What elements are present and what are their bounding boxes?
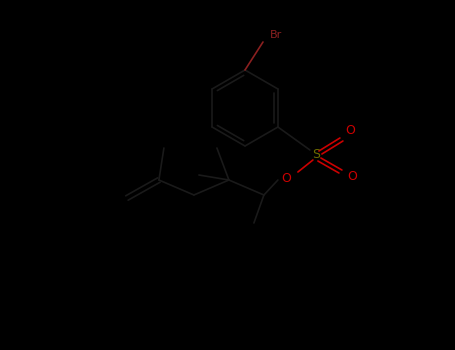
Text: Br: Br — [270, 30, 282, 40]
Text: S: S — [312, 148, 320, 161]
Text: O: O — [347, 170, 357, 183]
Text: O: O — [281, 172, 291, 184]
Text: O: O — [345, 124, 355, 136]
